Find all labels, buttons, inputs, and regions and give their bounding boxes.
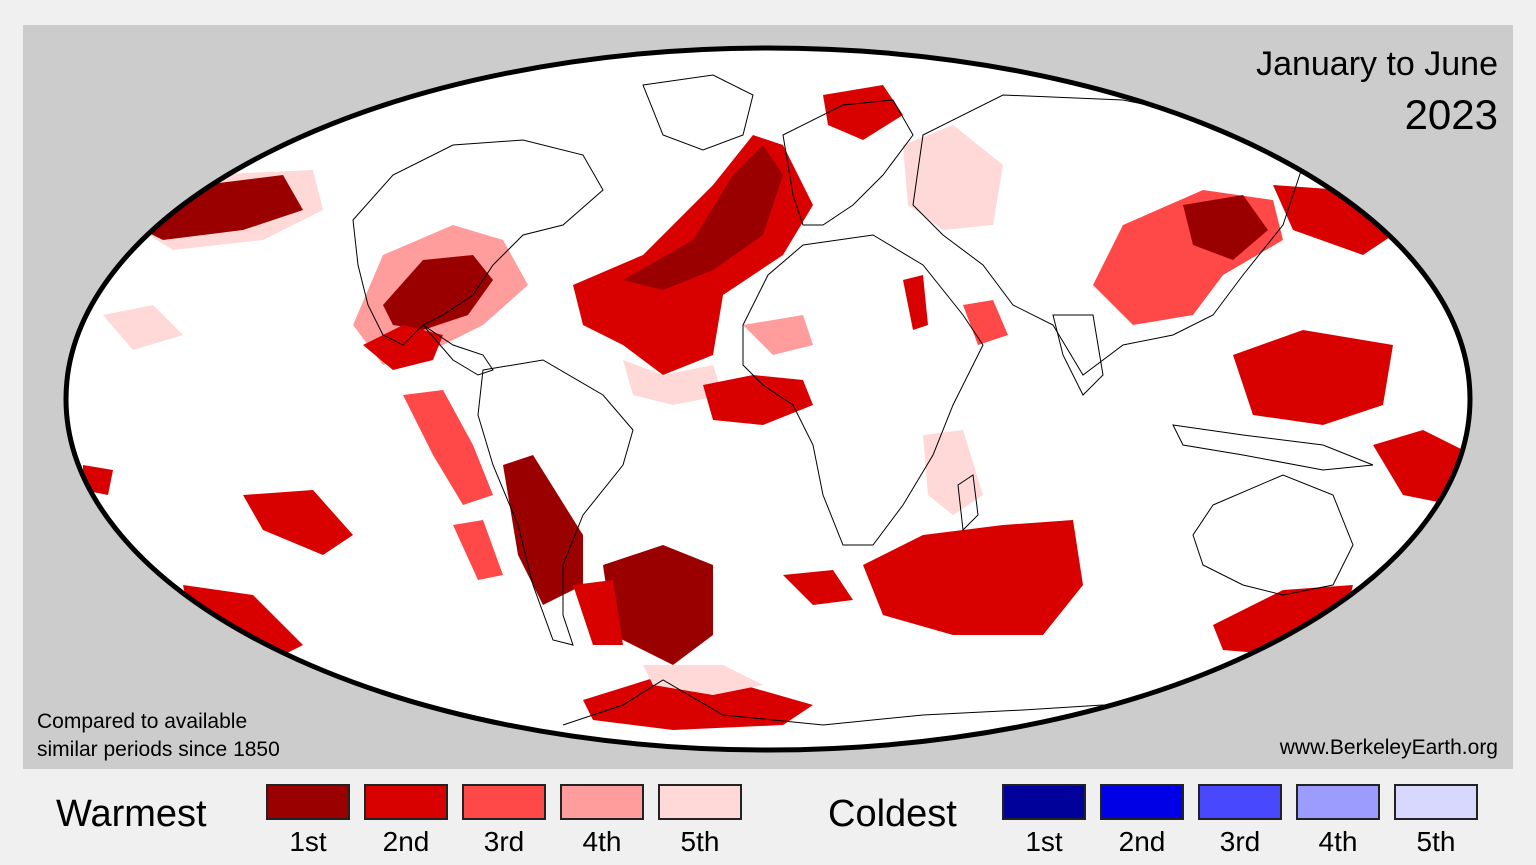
- coastline-africa: [742, 234, 984, 546]
- coastline-indonesia: [1172, 424, 1374, 471]
- warm-region-madagascar: [923, 430, 983, 515]
- warm-region-arabian-sea: [963, 300, 1008, 345]
- comparison-note-line1: Compared to available: [37, 710, 248, 733]
- map-panel: January to June 2023 Compared to availab…: [23, 25, 1513, 769]
- warm-region-east-pacific: [403, 390, 493, 505]
- warm-region-south-pacific: [243, 490, 353, 555]
- legend-cold-swatch-2nd: [1100, 784, 1184, 820]
- legend-warm-swatch-5th: [658, 784, 742, 820]
- warm-region-northwest-pacific: [1273, 185, 1393, 255]
- warm-region-south-indian-ocean: [863, 520, 1083, 635]
- warm-region-west-pacific: [1233, 330, 1393, 425]
- warm-region-east-asia-core: [1183, 195, 1268, 260]
- legend-cold-label-5th: 5th: [1416, 826, 1456, 857]
- legend-cold-label-4th: 4th: [1318, 826, 1358, 857]
- legend-warm-label-5th: 5th: [680, 826, 720, 857]
- coastline-india: [1052, 314, 1104, 396]
- legend-warm-label-1st: 1st: [289, 826, 327, 857]
- legend-cold-title: Coldest: [828, 793, 957, 835]
- world-map: [63, 45, 1473, 753]
- warm-region-scandinavia: [823, 85, 903, 140]
- warm-region-caribbean: [363, 325, 443, 370]
- legend-warm-swatch-3rd: [462, 784, 546, 820]
- coastline-new-zealand: [1417, 604, 1444, 651]
- record-warm-regions: [83, 85, 1470, 730]
- warm-region-northeast-pacific: [103, 305, 183, 350]
- legend-warm-label-2nd: 2nd: [382, 826, 430, 857]
- title-year: 2023: [1404, 91, 1498, 138]
- legend-warm-label-3rd: 3rd: [483, 826, 525, 857]
- source-url: www.BerkeleyEarth.org: [1279, 736, 1498, 759]
- warm-region-equatorial-atlantic: [743, 315, 813, 355]
- coastline-central-america: [422, 324, 494, 376]
- warm-region-south-atlantic-edge: [573, 580, 623, 645]
- title-period: January to June: [1256, 45, 1498, 83]
- warm-region-south-atlantic: [603, 545, 713, 665]
- warm-region-southeast-pacific: [183, 585, 303, 665]
- legend-warm-title: Warmest: [56, 793, 207, 835]
- legend-cold-label-2nd: 2nd: [1118, 826, 1166, 857]
- coastline-australia: [1192, 474, 1354, 596]
- warm-region-north-pacific-core: [143, 175, 303, 240]
- comparison-note-line2: similar periods since 1850: [37, 738, 280, 761]
- comparison-note: Compared to available similar periods si…: [37, 708, 280, 764]
- legend-cold-swatch-5th: [1394, 784, 1478, 820]
- warm-region-south-pacific-2: [453, 520, 503, 580]
- legend-cold-label-1st: 1st: [1025, 826, 1063, 857]
- coastline-north-america: [352, 139, 604, 346]
- legend-cold-label-3rd: 3rd: [1219, 826, 1261, 857]
- warm-region-antarctic-edge: [643, 665, 763, 695]
- legend-cold-swatch-3rd: [1198, 784, 1282, 820]
- coastline-europe: [782, 99, 914, 226]
- coastline-south-america: [477, 359, 634, 646]
- warm-region-antarctic: [583, 675, 813, 730]
- legend-warm-swatch-4th: [560, 784, 644, 820]
- coastline-madagascar: [957, 474, 979, 532]
- warm-region-agulhas: [783, 570, 853, 605]
- coastline-greenland: [642, 74, 754, 151]
- warm-region-gulf-core: [383, 255, 493, 330]
- warm-region-red-sea: [903, 275, 928, 330]
- legend-cold-swatch-4th: [1296, 784, 1380, 820]
- legend-cold-swatch-1st: [1002, 784, 1086, 820]
- warm-region-north-atlantic-core: [623, 145, 783, 290]
- legend-warm-swatch-1st: [266, 784, 350, 820]
- map-border: [63, 45, 1473, 753]
- legend-warm-label-4th: 4th: [582, 826, 622, 857]
- legend-warm-swatch-2nd: [364, 784, 448, 820]
- warm-region-caspian: [903, 125, 1003, 230]
- warm-region-gulf-of-guinea: [703, 375, 813, 425]
- warm-region-subtropical-atlantic: [623, 360, 723, 405]
